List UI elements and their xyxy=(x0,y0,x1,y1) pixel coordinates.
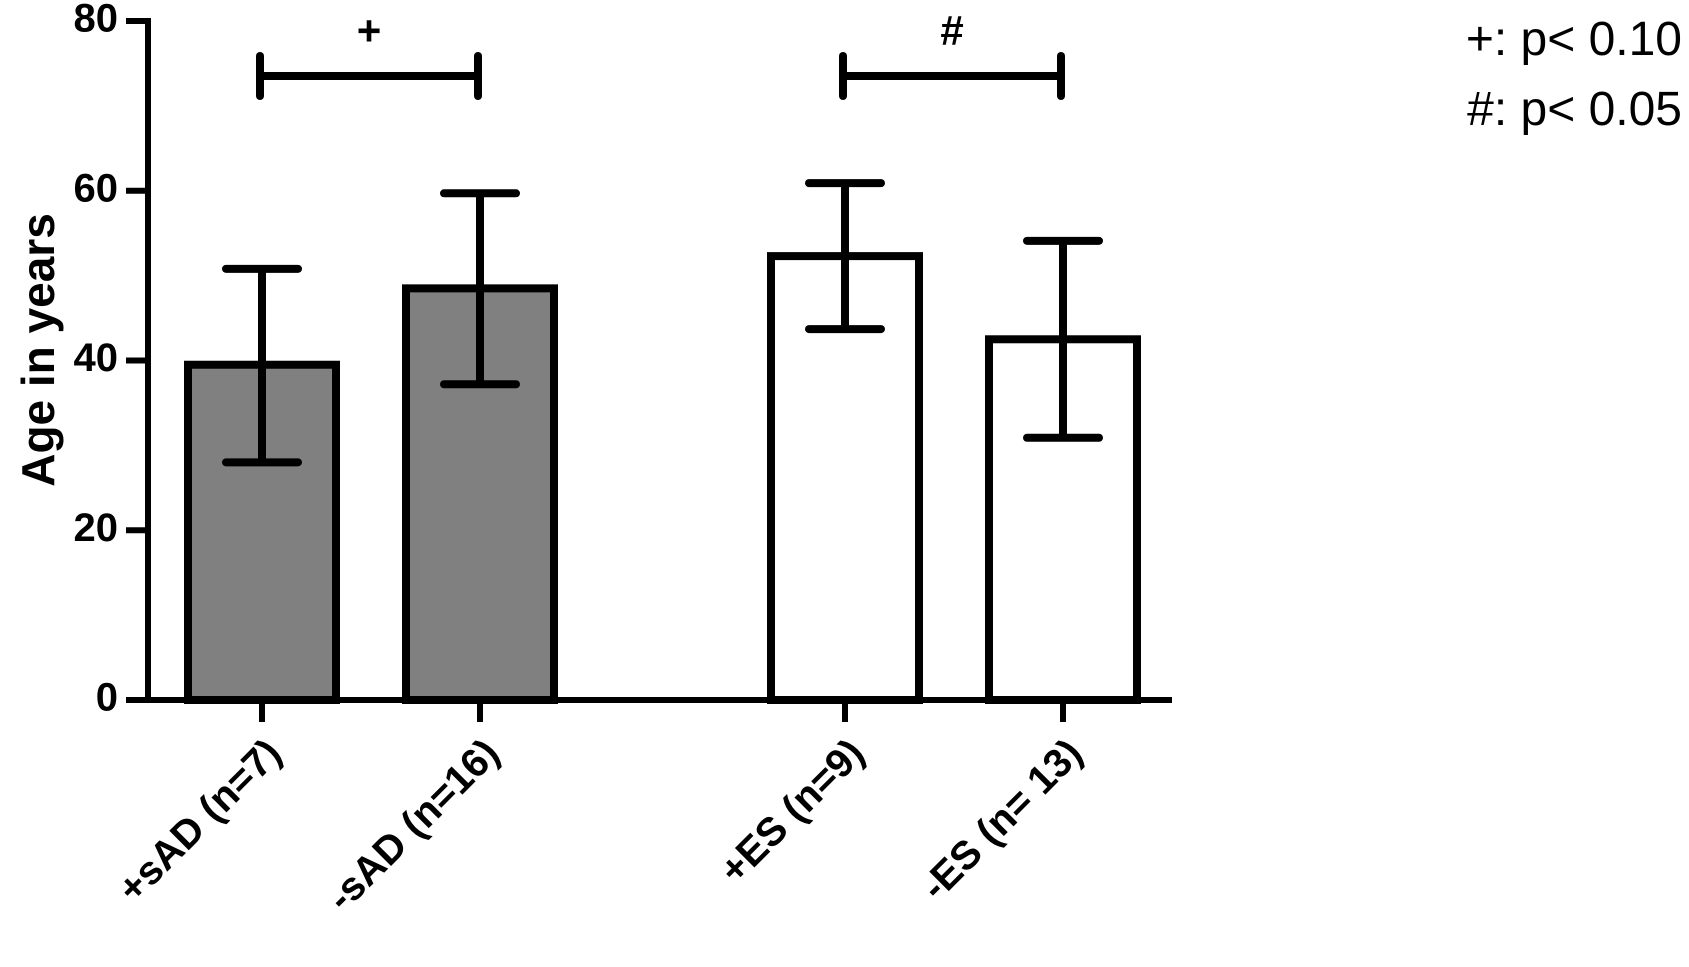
significance-brackets: + # xyxy=(256,7,1065,100)
legend-line-2: #: p< 0.05 xyxy=(1467,83,1682,136)
x-ticks: +sAD (n=7) -sAD (n=16) +ES (n=9) -ES (n= 13… xyxy=(109,700,1091,920)
legend-line-1: +: p< 0.10 xyxy=(1466,13,1682,66)
x-category-label-1: -sAD (n=16) xyxy=(319,731,508,920)
bar-3 xyxy=(985,335,1141,704)
y-tick-label-1: 20 xyxy=(74,506,119,550)
x-category-label-3: -ES (n= 13) xyxy=(913,731,1091,909)
y-tick-label-2: 40 xyxy=(74,336,119,380)
legend: +: p< 0.10 #: p< 0.05 xyxy=(1466,13,1682,136)
sig-symbol-0: + xyxy=(357,7,382,54)
bars-layer xyxy=(184,252,1141,704)
sig-symbol-1: # xyxy=(940,7,963,54)
y-tick-label-0: 0 xyxy=(96,676,118,720)
y-tick-label-3: 60 xyxy=(74,166,119,210)
y-axis-title: Age in years xyxy=(12,213,64,487)
y-tick-label-4: 80 xyxy=(74,0,119,41)
error-bars-layer xyxy=(222,179,1103,467)
x-category-label-2: +ES (n=9) xyxy=(711,731,873,893)
x-category-label-0: +sAD (n=7) xyxy=(109,731,289,911)
y-ticks: 0 20 40 60 80 xyxy=(74,0,148,720)
